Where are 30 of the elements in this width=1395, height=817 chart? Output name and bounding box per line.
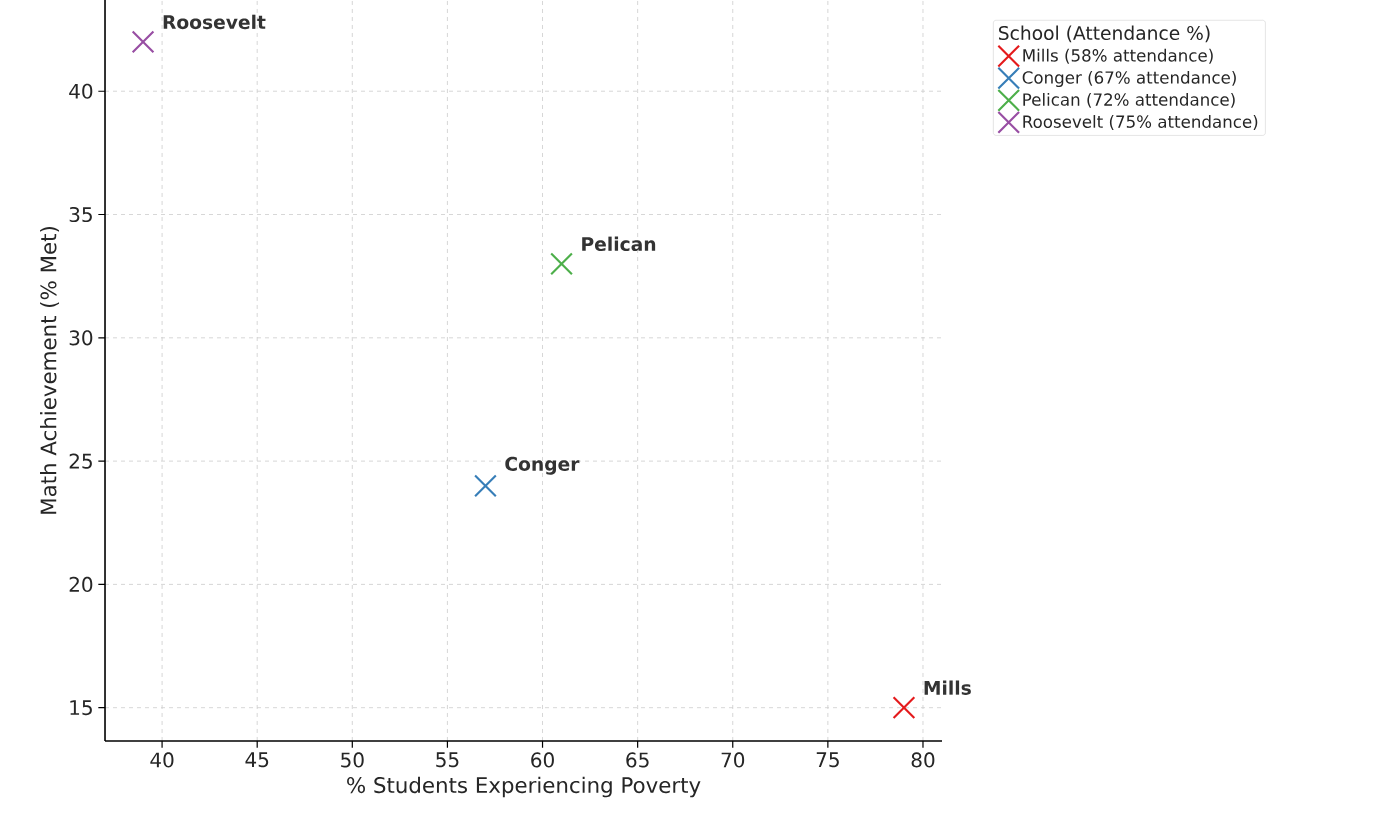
y-tick-label: 15 [70,700,92,716]
legend-label: Roosevelt (75% attendance) [1023,115,1258,130]
y-tick-label: 40 [69,83,93,99]
annotation: Roosevelt [163,14,266,30]
x-axis-title: % Students Experiencing Poverty [347,776,701,798]
annotation: Conger [505,456,580,475]
y-tick-label: 30 [69,330,93,346]
point [474,474,497,498]
x-tick-label: 45 [245,752,269,768]
point [550,252,573,276]
x-tick-label: 75 [816,752,839,768]
y-tick-label: 25 [69,453,92,469]
legend-label: Pelican (72% attendance) [1023,92,1235,108]
annotation: Mills [924,680,971,695]
legend-label: Mills (58% attendance) [1023,48,1213,64]
legend-title: School (Attendance %) [998,25,1210,43]
y-tick-label: 20 [69,576,93,592]
y-tick-label: 35 [69,206,92,223]
x-tick-label: 80 [911,752,935,768]
x-tick-label: 55 [436,752,459,768]
point [131,30,155,54]
x-tick-label: 65 [626,752,649,768]
x-tick-label: 50 [341,752,364,768]
point [892,696,916,720]
y-axis-title: Math Achievement (% Met) [40,227,60,514]
x-tick-label: 70 [721,752,745,768]
x-tick-label: 40 [150,752,174,768]
legend-label: Conger (67% attendance) [1022,70,1236,88]
x-tick-label: 60 [531,752,554,768]
annotation: Pelican [582,236,656,252]
